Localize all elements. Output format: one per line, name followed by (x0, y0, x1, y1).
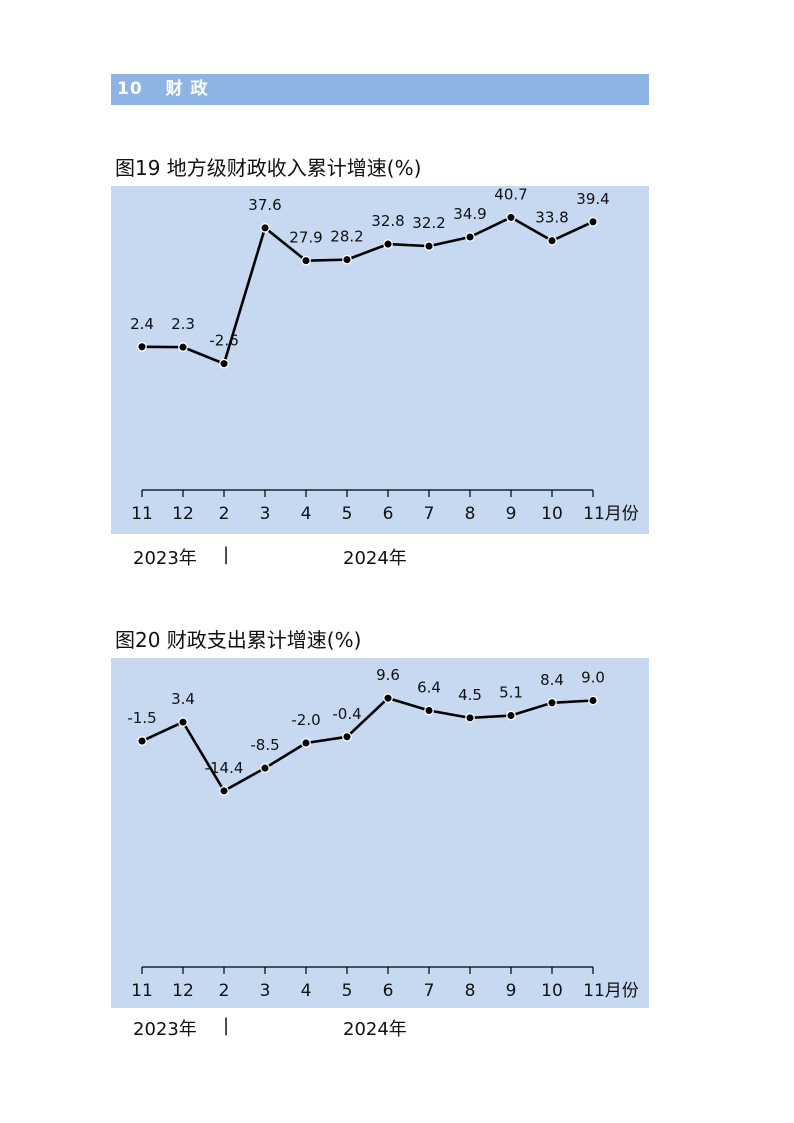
data-label: 6.4 (417, 679, 441, 697)
data-label: 2.4 (130, 315, 154, 333)
data-point (137, 736, 147, 746)
data-label: 2.3 (171, 315, 195, 333)
data-point (383, 239, 393, 249)
data-point (301, 255, 311, 266)
x-tick-label: 6 (383, 981, 394, 1001)
data-label: -8.5 (250, 736, 279, 754)
data-point (342, 731, 352, 742)
x-tick-label: 5 (342, 981, 353, 1001)
data-point (588, 216, 598, 227)
year-label-2024: 2024年 (343, 1019, 407, 1040)
x-tick-label: 2 (219, 981, 230, 1001)
year-separator: | (223, 544, 230, 565)
x-tick-label: 12 (172, 981, 194, 1001)
data-label: -2.6 (209, 332, 238, 350)
figure-19-svg: 11 12 2 3 4 5 6 7 8 9 10 11月份 2.4 2.3 -2.6 37.6 27.9 28.2… (130, 186, 639, 524)
data-point (260, 223, 270, 233)
data-label: 32.8 (371, 212, 404, 230)
year-separator: | (223, 1015, 230, 1036)
x-tick-label: 10 (541, 981, 563, 1001)
series-line (141, 216, 594, 365)
x-tick-label: 9 (506, 504, 517, 524)
data-label: -14.4 (205, 759, 244, 777)
x-tick-label: 4 (301, 504, 312, 524)
data-point (424, 241, 434, 251)
section-number: 10 (117, 79, 143, 99)
data-label: 39.4 (576, 190, 609, 208)
x-tick-label: 7 (424, 504, 435, 524)
section-header-bar: 10 财 政 (111, 74, 649, 105)
data-label: 5.1 (499, 684, 523, 702)
figure-19-year-row: 2023年 | 2024年 (0, 544, 794, 570)
figure-20-chart: 11 12 2 3 4 5 6 7 8 9 10 11月份 -1.5 3.4 -14.4 -8.5 -2.0 -0… (111, 658, 649, 1008)
year-label-2024: 2024年 (343, 548, 407, 569)
data-point (383, 693, 393, 704)
data-label: 34.9 (453, 205, 486, 223)
data-point (219, 358, 229, 369)
data-point (465, 713, 475, 723)
figure-19-title: 图19 地方级财政收入累计增速(%) (115, 156, 422, 180)
x-tick-label: 8 (465, 981, 476, 1001)
data-point (342, 254, 352, 265)
data-label: 32.2 (412, 214, 445, 232)
data-point (465, 232, 475, 242)
figure-20-year-row: 2023年 | 2024年 (0, 1015, 794, 1041)
x-tick-label: 12 (172, 504, 194, 524)
data-label: 9.6 (376, 666, 400, 684)
figure-20-title: 图20 财政支出累计增速(%) (115, 628, 362, 652)
x-tick-label: 9 (506, 981, 517, 1001)
x-tick-label: 11月份 (583, 504, 639, 524)
data-label: 9.0 (581, 668, 605, 686)
x-tick-label: 4 (301, 981, 312, 1001)
x-tick-label: 10 (541, 504, 563, 524)
data-label: 28.2 (330, 228, 363, 246)
x-tick-label: 3 (260, 981, 271, 1001)
x-tick-label: 5 (342, 504, 353, 524)
x-tick-label: 11 (131, 981, 153, 1001)
series-line (141, 696, 594, 793)
data-point (301, 738, 311, 748)
data-label: 40.7 (494, 186, 527, 203)
data-point (547, 697, 557, 708)
data-point (547, 235, 557, 246)
data-point (506, 212, 516, 223)
data-label: 37.6 (248, 196, 281, 214)
data-point (588, 695, 598, 706)
data-point (506, 710, 516, 721)
x-tick-label: 11 (131, 504, 153, 524)
data-label: -2.0 (291, 711, 320, 729)
x-tick-label: 8 (465, 504, 476, 524)
data-label: -0.4 (332, 705, 361, 723)
data-point (260, 763, 270, 773)
x-tick-label: 6 (383, 504, 394, 524)
x-tick-label: 11月份 (583, 981, 639, 1001)
section-title: 财 政 (165, 79, 209, 99)
data-point (178, 342, 188, 352)
data-label: 3.4 (171, 690, 195, 708)
data-point (178, 717, 188, 727)
year-label-2023: 2023年 (133, 548, 197, 569)
data-point (424, 705, 434, 716)
data-label: 8.4 (540, 671, 564, 689)
x-tick-label: 2 (219, 504, 230, 524)
data-point (137, 341, 147, 352)
x-tick-label: 7 (424, 981, 435, 1001)
figure-20-svg: 11 12 2 3 4 5 6 7 8 9 10 11月份 -1.5 3.4 -14.4 -8.5 -2.0 -0… (127, 666, 639, 1001)
data-label: 27.9 (289, 229, 322, 247)
data-label: 33.8 (535, 209, 568, 227)
x-tick-label: 3 (260, 504, 271, 524)
year-label-2023: 2023年 (133, 1019, 197, 1040)
figure-19-chart: 11 12 2 3 4 5 6 7 8 9 10 11月份 2.4 2.3 -2.6 37.6 27.9 28.2… (111, 186, 649, 534)
data-label: 4.5 (458, 686, 482, 704)
data-label: -1.5 (127, 709, 156, 727)
data-point (219, 786, 229, 796)
